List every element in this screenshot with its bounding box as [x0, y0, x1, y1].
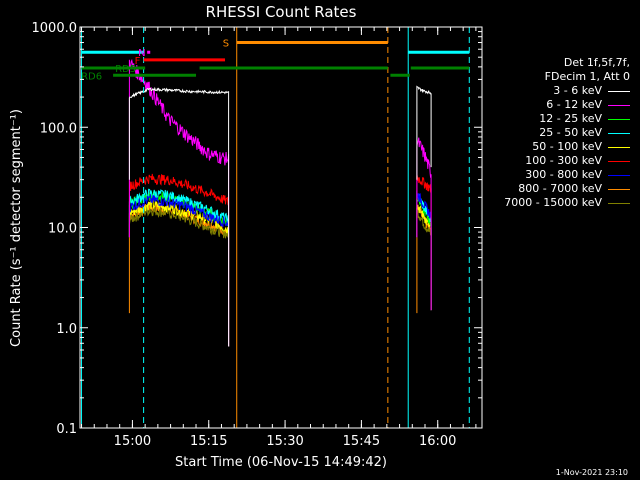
- legend-swatch: [608, 90, 630, 92]
- x-tick-label: 15:00: [114, 434, 151, 449]
- legend-entry-label: 7000 - 15000 keV: [504, 196, 602, 209]
- legend-entry-label: 800 - 7000 keV: [518, 182, 602, 195]
- legend-entry: 50 - 100 keV: [532, 140, 630, 153]
- x-tick-label: 15:15: [190, 434, 227, 449]
- legend-entry: 7000 - 15000 keV: [504, 196, 630, 209]
- legend-entry: 3 - 6 keV: [553, 84, 630, 97]
- series-line: [128, 198, 230, 347]
- x-tick-label: 15:45: [343, 434, 380, 449]
- legend-entry: 6 - 12 keV: [546, 98, 630, 111]
- legend-entry-label: 3 - 6 keV: [553, 84, 602, 97]
- legend-header: FDecim 1, Att 0: [544, 70, 630, 83]
- legend-swatch: [608, 174, 630, 176]
- x-tick-label: 15:30: [266, 434, 303, 449]
- legend-entry-label: 300 - 800 keV: [525, 168, 602, 181]
- series-line: [416, 204, 432, 311]
- legend-swatch: [608, 202, 630, 204]
- series-line: [128, 173, 230, 347]
- series-line: [128, 86, 230, 347]
- y-tick-label: 0.1: [56, 422, 77, 437]
- chart-title: RHESSI Count Rates: [206, 3, 357, 21]
- legend-entry: 25 - 50 keV: [539, 126, 630, 139]
- y-tick-label: 10.0: [48, 222, 77, 237]
- legend-swatch: [608, 118, 630, 120]
- series-layer: [128, 58, 432, 347]
- legend-header: Det 1f,5f,7f,: [563, 56, 630, 69]
- legend-entry-label: 6 - 12 keV: [546, 98, 602, 111]
- y-tick-label: 1.0: [56, 322, 77, 337]
- legend-entry-label: 25 - 50 keV: [539, 126, 602, 139]
- legend-entry: 12 - 25 keV: [539, 112, 630, 125]
- legend-swatch: [608, 104, 630, 106]
- state-bar-label: RD6: [81, 71, 102, 82]
- legend-swatch: [608, 146, 630, 148]
- state-bar-label: RD5: [115, 64, 136, 75]
- legend-swatch: [608, 188, 630, 190]
- state-bar-label: N: [138, 48, 145, 59]
- state-bar-label: F: [135, 56, 141, 67]
- series-line: [128, 58, 230, 347]
- series-line: [416, 85, 432, 180]
- legend-swatch: [608, 160, 630, 162]
- x-tick-label: 16:00: [419, 434, 456, 449]
- series-line: [416, 137, 432, 311]
- legend-entry-label: 100 - 300 keV: [525, 154, 602, 167]
- y-tick-label: 100.0: [40, 121, 77, 136]
- legend-entry: 100 - 300 keV: [525, 154, 630, 167]
- x-axis-label: Start Time (06-Nov-15 14:49:42): [175, 455, 387, 470]
- y-axis-label: Count Rate (s⁻¹ detector segment⁻¹): [9, 109, 24, 347]
- series-line: [416, 207, 432, 311]
- series-line: [416, 191, 432, 311]
- state-bar-label: S: [223, 39, 229, 50]
- legend-entry: 300 - 800 keV: [525, 168, 630, 181]
- legend-swatch: [608, 132, 630, 134]
- series-line: [416, 175, 432, 311]
- series-line: [128, 193, 230, 347]
- legend-entry-label: 12 - 25 keV: [539, 112, 602, 125]
- footer-timestamp: 1-Nov-2021 23:10: [555, 468, 628, 477]
- series-line: [128, 202, 230, 347]
- legend-entry: 800 - 7000 keV: [518, 182, 630, 195]
- axes-layer: 0.1 1.0 10.0 100.0 1000.0 15:00 15:15 15:30 15:4…: [32, 21, 483, 449]
- plot-frame: [79, 26, 483, 429]
- series-line: [128, 206, 230, 347]
- legend-entry-label: 50 - 100 keV: [532, 140, 602, 153]
- y-tick-label: 1000.0: [32, 21, 78, 36]
- markers-layer: [81, 27, 470, 428]
